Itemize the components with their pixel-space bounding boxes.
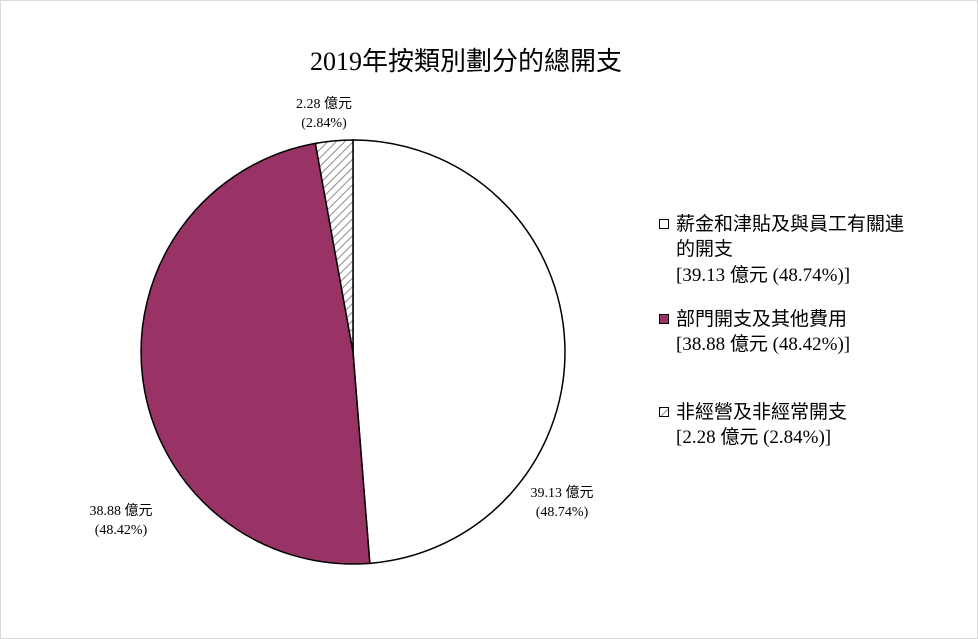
pie-slice-salaries (352, 139, 566, 565)
legend-swatch-nonrecurrent (659, 407, 669, 417)
legend-label-salaries-line1: 薪金和津貼及與員工有關連 (676, 214, 905, 235)
legend-swatch-departmental (659, 314, 669, 324)
pie-slices (140, 139, 566, 565)
slice-label-departmental-amount: 38.88 億元 (89, 504, 153, 519)
legend-value-nonrecurrent: [2.28 億元 (2.84%)] (676, 427, 832, 448)
pie-slice-nonrecurrent (314, 139, 354, 353)
legend-label-departmental: 部門開支及其他費用 (676, 309, 848, 330)
legend-value-departmental: [38.88 億元 (48.42%)] (676, 334, 851, 355)
slice-label-nonrecurrent: 2.28 億元 (2.84%) (279, 95, 369, 133)
legend-label-salaries-line2: 的開支 (676, 239, 734, 260)
slice-label-nonrecurrent-percent: (2.84%) (301, 116, 347, 131)
legend-swatch-salaries (659, 219, 669, 229)
slice-label-departmental: 38.88 億元 (48.42%) (76, 502, 166, 540)
slice-label-departmental-percent: (48.42%) (94, 523, 148, 538)
legend-label-nonrecurrent: 非經營及非經常開支 (676, 402, 848, 423)
pie-slice-departmental (140, 142, 371, 565)
slice-label-salaries: 39.13 億元 (48.74%) (517, 484, 607, 522)
legend-value-salaries: [39.13 億元 (48.74%)] (676, 265, 851, 286)
slice-label-nonrecurrent-amount: 2.28 億元 (296, 97, 352, 112)
chart-title: 2019年按類別劃分的總開支 (309, 47, 622, 76)
slice-label-salaries-percent: (48.74%) (535, 505, 589, 520)
slice-label-salaries-amount: 39.13 億元 (530, 486, 594, 501)
